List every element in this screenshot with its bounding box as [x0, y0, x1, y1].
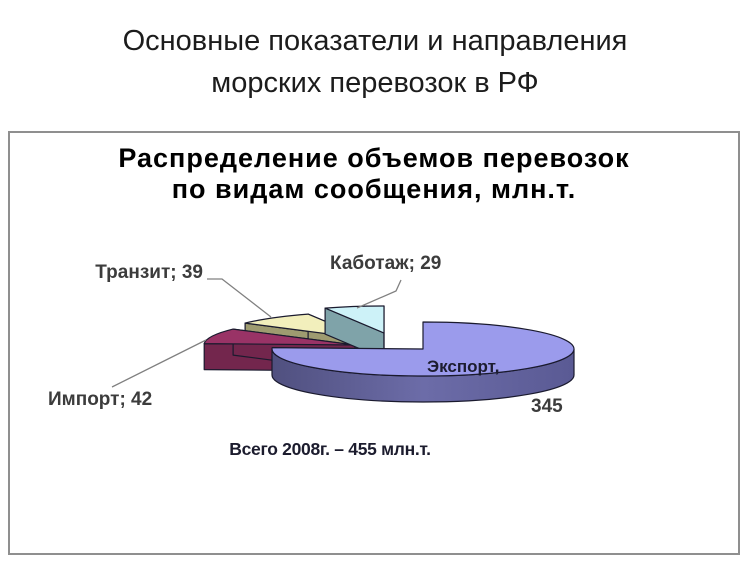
pie-label-export-value: 345 — [531, 396, 563, 417]
chart-footnote: Всего 2008г. – 455 млн.т. — [229, 439, 431, 459]
leader-line-kabotazh — [356, 279, 402, 309]
pie-slice-kabotazh-top — [324, 305, 385, 334]
pie-slice-import-top — [203, 328, 356, 346]
chart-title-line1: Распределение объемов перевозок — [118, 143, 630, 173]
chart-title-line2: по видам сообщения, млн.т. — [171, 174, 577, 204]
slide-title: Основные показатели и направления морски… — [0, 20, 750, 104]
leader-line-import — [111, 339, 207, 388]
pie-slice-export-top — [271, 321, 575, 377]
pie-label-transit: Транзит; 39 — [95, 262, 203, 283]
pie-label-export-name: Экспорт, — [427, 357, 500, 376]
pie-label-kabotazh: Каботаж; 29 — [330, 253, 442, 274]
leader-line-transit — [207, 278, 272, 318]
slide-title-line2: морских перевозок в РФ — [211, 67, 539, 99]
chart-title: Распределение объемов перевозок по видам… — [8, 143, 740, 205]
pie-label-import: Импорт; 42 — [48, 389, 153, 410]
slide-title-line1: Основные показатели и направления — [122, 25, 628, 57]
